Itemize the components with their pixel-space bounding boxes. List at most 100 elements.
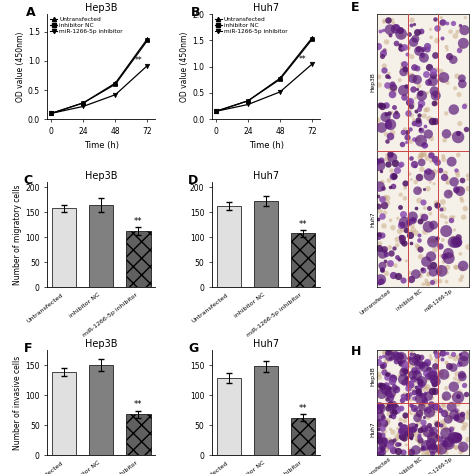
Point xyxy=(443,360,451,367)
Point xyxy=(375,279,383,287)
Point xyxy=(410,116,418,123)
Point xyxy=(408,385,415,393)
Point xyxy=(431,407,438,415)
Point xyxy=(456,360,463,368)
Point xyxy=(407,231,414,238)
Point xyxy=(381,246,389,254)
Point xyxy=(427,178,434,186)
Point xyxy=(459,443,467,451)
Point xyxy=(415,387,422,394)
Point xyxy=(451,226,458,234)
Point xyxy=(399,128,407,136)
Point xyxy=(398,140,406,148)
Point xyxy=(455,434,462,442)
Point xyxy=(457,360,465,367)
Point xyxy=(390,374,397,382)
Point xyxy=(443,46,451,54)
Point xyxy=(396,42,404,49)
Point xyxy=(389,182,397,190)
Point xyxy=(398,237,405,245)
Point xyxy=(464,243,472,251)
Point xyxy=(381,366,388,374)
Point xyxy=(407,218,414,226)
Point xyxy=(447,216,455,224)
Point xyxy=(381,46,389,54)
Point xyxy=(420,150,428,158)
Point xyxy=(392,159,399,167)
Point xyxy=(408,430,415,438)
Bar xyxy=(217,378,241,455)
Point xyxy=(382,385,390,392)
Point xyxy=(441,395,448,402)
Point xyxy=(412,178,419,186)
Point xyxy=(433,432,440,440)
Point xyxy=(417,447,424,455)
Point xyxy=(379,444,386,452)
Point xyxy=(389,129,396,137)
Point xyxy=(375,450,383,457)
Point xyxy=(401,61,408,68)
Point xyxy=(383,357,391,365)
Point xyxy=(377,407,385,414)
Point xyxy=(386,244,393,251)
Point xyxy=(440,349,447,357)
Point xyxy=(374,157,381,165)
Point xyxy=(422,258,430,265)
Point xyxy=(438,356,446,363)
Point xyxy=(427,355,435,363)
Point xyxy=(381,423,389,430)
Point xyxy=(382,257,389,264)
Point xyxy=(398,396,406,404)
Point xyxy=(431,362,439,370)
inhibitor NC xyxy=(277,76,283,82)
Point xyxy=(385,369,393,377)
Point xyxy=(389,392,396,400)
Point xyxy=(438,34,446,42)
Point xyxy=(421,430,429,438)
Point xyxy=(452,444,459,451)
Point xyxy=(464,436,472,443)
Point xyxy=(429,370,437,377)
Point xyxy=(425,271,432,279)
Point xyxy=(398,367,406,374)
Point xyxy=(418,424,426,431)
Point xyxy=(412,270,419,278)
Point xyxy=(450,213,457,221)
Point xyxy=(444,444,451,451)
Point xyxy=(420,400,428,408)
Point xyxy=(389,154,396,161)
Point xyxy=(429,237,437,245)
Point xyxy=(399,234,406,242)
Point xyxy=(423,280,431,288)
Point xyxy=(455,91,463,99)
Point xyxy=(418,406,426,414)
Point xyxy=(417,27,425,35)
Point xyxy=(454,408,462,416)
Point xyxy=(384,121,392,128)
Point xyxy=(440,252,447,259)
Point xyxy=(401,359,408,366)
Point xyxy=(402,257,410,264)
Point xyxy=(436,449,444,456)
Point xyxy=(413,76,421,83)
Point xyxy=(444,410,451,417)
Point xyxy=(421,151,428,159)
Point xyxy=(437,68,445,75)
Point xyxy=(416,401,424,409)
Point xyxy=(379,413,387,420)
Point xyxy=(413,372,421,379)
Point xyxy=(449,432,457,440)
Point xyxy=(391,376,398,383)
Point xyxy=(465,413,472,421)
Point xyxy=(458,265,465,273)
inhibitor NC xyxy=(48,110,54,116)
Point xyxy=(411,356,419,363)
Point xyxy=(402,226,410,233)
X-axis label: Time (h): Time (h) xyxy=(248,141,283,150)
Point xyxy=(428,279,436,286)
Point xyxy=(398,220,406,228)
Point xyxy=(420,397,428,404)
Point xyxy=(456,120,464,128)
Point xyxy=(421,167,429,175)
Point xyxy=(379,102,386,110)
